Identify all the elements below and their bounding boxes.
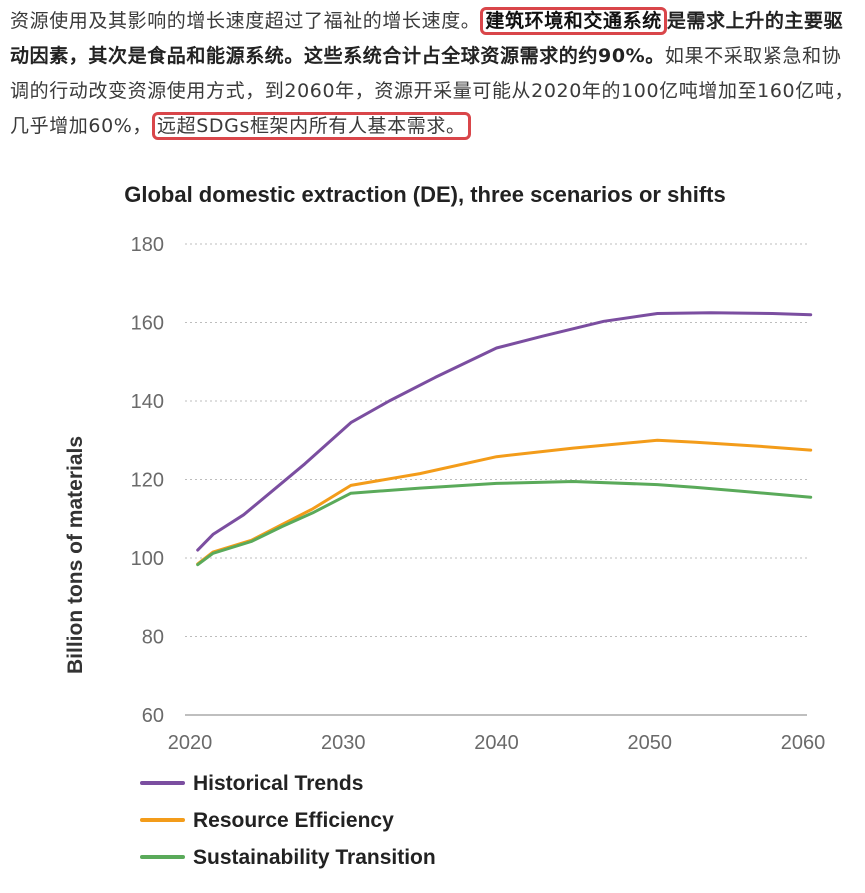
bold-text: 是需求上升 — [666, 10, 765, 32]
line-chart: Global domestic extraction (DE), three s… — [64, 182, 826, 869]
series-line-sustainability-transition — [196, 480, 813, 567]
x-tick-label: 2060 — [781, 732, 826, 754]
bold-text: 的主要驱动因素，其次是食品和能源系统。这些系统合计占全球资源需求的约90%。 — [10, 10, 844, 67]
article-paragraph: 资源使用及其影响的增长速度超过了福祉的增长速度。 建筑环境和交通系统 是需求上升的主… — [10, 4, 860, 144]
y-axis-title: Billion tons of materials — [64, 436, 87, 674]
grid-layer — [185, 243, 807, 716]
body-text: 果不采取紧急和协调的行动改变资源使用方式，到2060年，资源开采量可能从2020… — [10, 45, 842, 102]
series-line-resource-efficiency — [196, 438, 813, 566]
x-tick-label: 2030 — [321, 732, 366, 754]
y-tick-label: 180 — [131, 234, 164, 256]
series-layer — [196, 311, 813, 567]
x-tick-label: 2040 — [474, 732, 519, 754]
y-tick-label: 100 — [131, 548, 164, 570]
y-tick-label: 140 — [131, 391, 164, 413]
y-tick-label: 120 — [131, 470, 164, 492]
x-tick-labels: 2020 2030 2040 2050 2060 — [168, 732, 826, 754]
y-tick-label: 80 — [142, 627, 164, 649]
y-tick-label: 60 — [142, 705, 164, 727]
highlighted-phrase: 建筑环境和交通系统 — [480, 7, 667, 35]
article-text: 资源使用及其影响的增长速度超过了福祉的增长速度。 建筑环境和交通系统 是需求上升的主… — [10, 4, 860, 144]
legend-label: Sustainability Transition — [193, 846, 436, 869]
highlighted-phrase: 远超SDGs框架内所有人基本需求。 — [152, 112, 471, 140]
legend: Historical Trends Resource Efficiency Sust… — [140, 772, 436, 869]
x-tick-label: 2050 — [628, 732, 673, 754]
y-tick-labels: 60 80 100 120 140 160 180 — [131, 234, 164, 727]
x-tick-label: 2020 — [168, 732, 213, 754]
chart-container: Global domestic extraction (DE), three s… — [0, 170, 865, 889]
body-text: 100亿吨增加至160亿吨，几乎增加60%， — [10, 80, 855, 137]
chart-title: Global domestic extraction (DE), three s… — [124, 182, 726, 207]
legend-label: Resource Efficiency — [193, 809, 394, 832]
y-tick-label: 160 — [131, 313, 164, 335]
series-line-historical-trends — [196, 311, 813, 552]
legend-label: Historical Trends — [193, 772, 363, 795]
body-text: 如 — [664, 45, 685, 67]
body-text: 资源使用及其影响的增长速度超过了福祉的增长速度。 — [10, 10, 481, 32]
